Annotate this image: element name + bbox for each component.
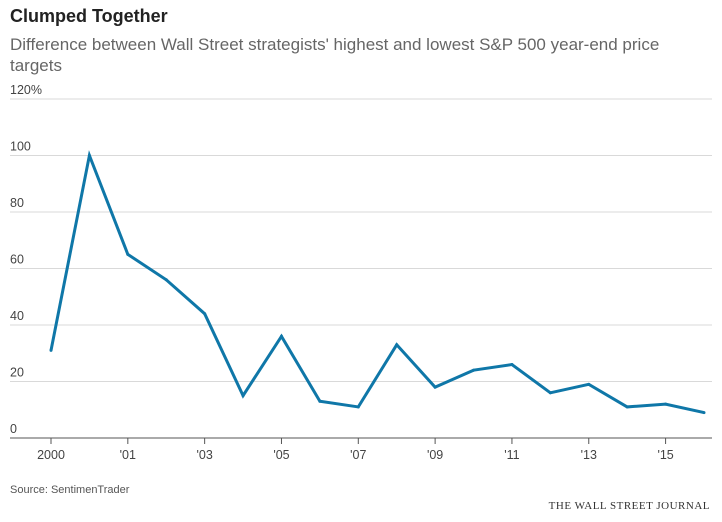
y-tick-label: 40 — [10, 309, 24, 323]
y-tick-label: 60 — [10, 253, 24, 267]
data-point — [279, 334, 283, 338]
data-point — [164, 278, 168, 282]
y-tick-label: 100 — [10, 140, 31, 154]
y-tick-label: 80 — [10, 196, 24, 210]
data-point — [126, 252, 130, 256]
data-point — [49, 348, 53, 352]
data-point — [625, 405, 629, 409]
data-point — [472, 368, 476, 372]
x-tick-label: '07 — [350, 448, 366, 462]
publisher-brand: THE WALL STREET JOURNAL — [548, 500, 710, 512]
y-axis-ticks: 0 20 40 60 80 100 120% — [10, 83, 42, 436]
chart-title: Clumped Together — [10, 6, 168, 26]
data-point — [587, 382, 591, 386]
data-point — [548, 391, 552, 395]
data-point — [433, 385, 437, 389]
data-point — [702, 411, 706, 415]
series-layer — [49, 150, 706, 415]
data-point — [510, 363, 514, 367]
x-tick-label: 2000 — [37, 448, 65, 462]
data-point — [87, 154, 91, 157]
series-line — [49, 150, 705, 415]
y-tick-label: 0 — [10, 422, 17, 436]
data-point — [241, 394, 245, 398]
x-tick-label: '15 — [657, 448, 673, 462]
x-tick-label: '03 — [196, 448, 212, 462]
x-tick-label: '11 — [504, 448, 519, 462]
source-note: Source: SentimenTrader — [10, 484, 130, 496]
x-tick-label: '01 — [120, 448, 136, 462]
x-tick-label: '13 — [581, 448, 597, 462]
data-point — [203, 312, 207, 316]
grid-lines — [10, 98, 712, 439]
data-point — [395, 343, 399, 347]
data-point — [664, 402, 668, 406]
data-point — [356, 405, 360, 409]
x-axis-ticks: 2000 '01 '03 '05 '07 '09 '11 '13 '15 — [37, 438, 674, 462]
x-tick-label: '05 — [273, 448, 289, 462]
y-tick-label: 120% — [10, 83, 42, 97]
x-tick-label: '09 — [427, 448, 443, 462]
chart-subtitle: Difference between Wall Street strategis… — [10, 35, 660, 75]
y-tick-label: 20 — [10, 366, 24, 380]
data-point — [318, 399, 322, 403]
